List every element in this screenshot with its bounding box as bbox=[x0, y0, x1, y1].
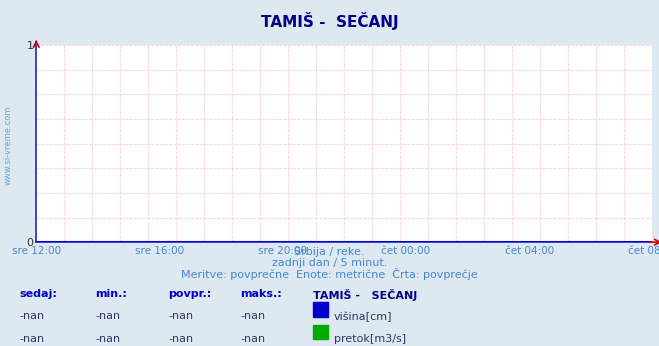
Text: -nan: -nan bbox=[241, 334, 266, 344]
Text: maks.:: maks.: bbox=[241, 289, 282, 299]
Text: Meritve: povprečne  Enote: metrične  Črta: povprečje: Meritve: povprečne Enote: metrične Črta:… bbox=[181, 268, 478, 280]
Text: min.:: min.: bbox=[96, 289, 127, 299]
Text: TAMIŠ -   SEČANJ: TAMIŠ - SEČANJ bbox=[313, 289, 417, 301]
Text: -nan: -nan bbox=[168, 311, 193, 321]
Text: povpr.:: povpr.: bbox=[168, 289, 212, 299]
Text: -nan: -nan bbox=[168, 334, 193, 344]
Text: sedaj:: sedaj: bbox=[20, 289, 57, 299]
Text: -nan: -nan bbox=[241, 311, 266, 321]
Text: pretok[m3/s]: pretok[m3/s] bbox=[334, 334, 406, 344]
Text: -nan: -nan bbox=[96, 334, 121, 344]
Text: www.si-vreme.com: www.si-vreme.com bbox=[3, 106, 13, 185]
Text: -nan: -nan bbox=[20, 311, 45, 321]
Text: Srbija / reke.: Srbija / reke. bbox=[295, 247, 364, 257]
Text: TAMIŠ -  SEČANJ: TAMIŠ - SEČANJ bbox=[261, 12, 398, 30]
Text: -nan: -nan bbox=[96, 311, 121, 321]
Text: zadnji dan / 5 minut.: zadnji dan / 5 minut. bbox=[272, 258, 387, 268]
Text: višina[cm]: višina[cm] bbox=[334, 311, 393, 322]
Text: -nan: -nan bbox=[20, 334, 45, 344]
